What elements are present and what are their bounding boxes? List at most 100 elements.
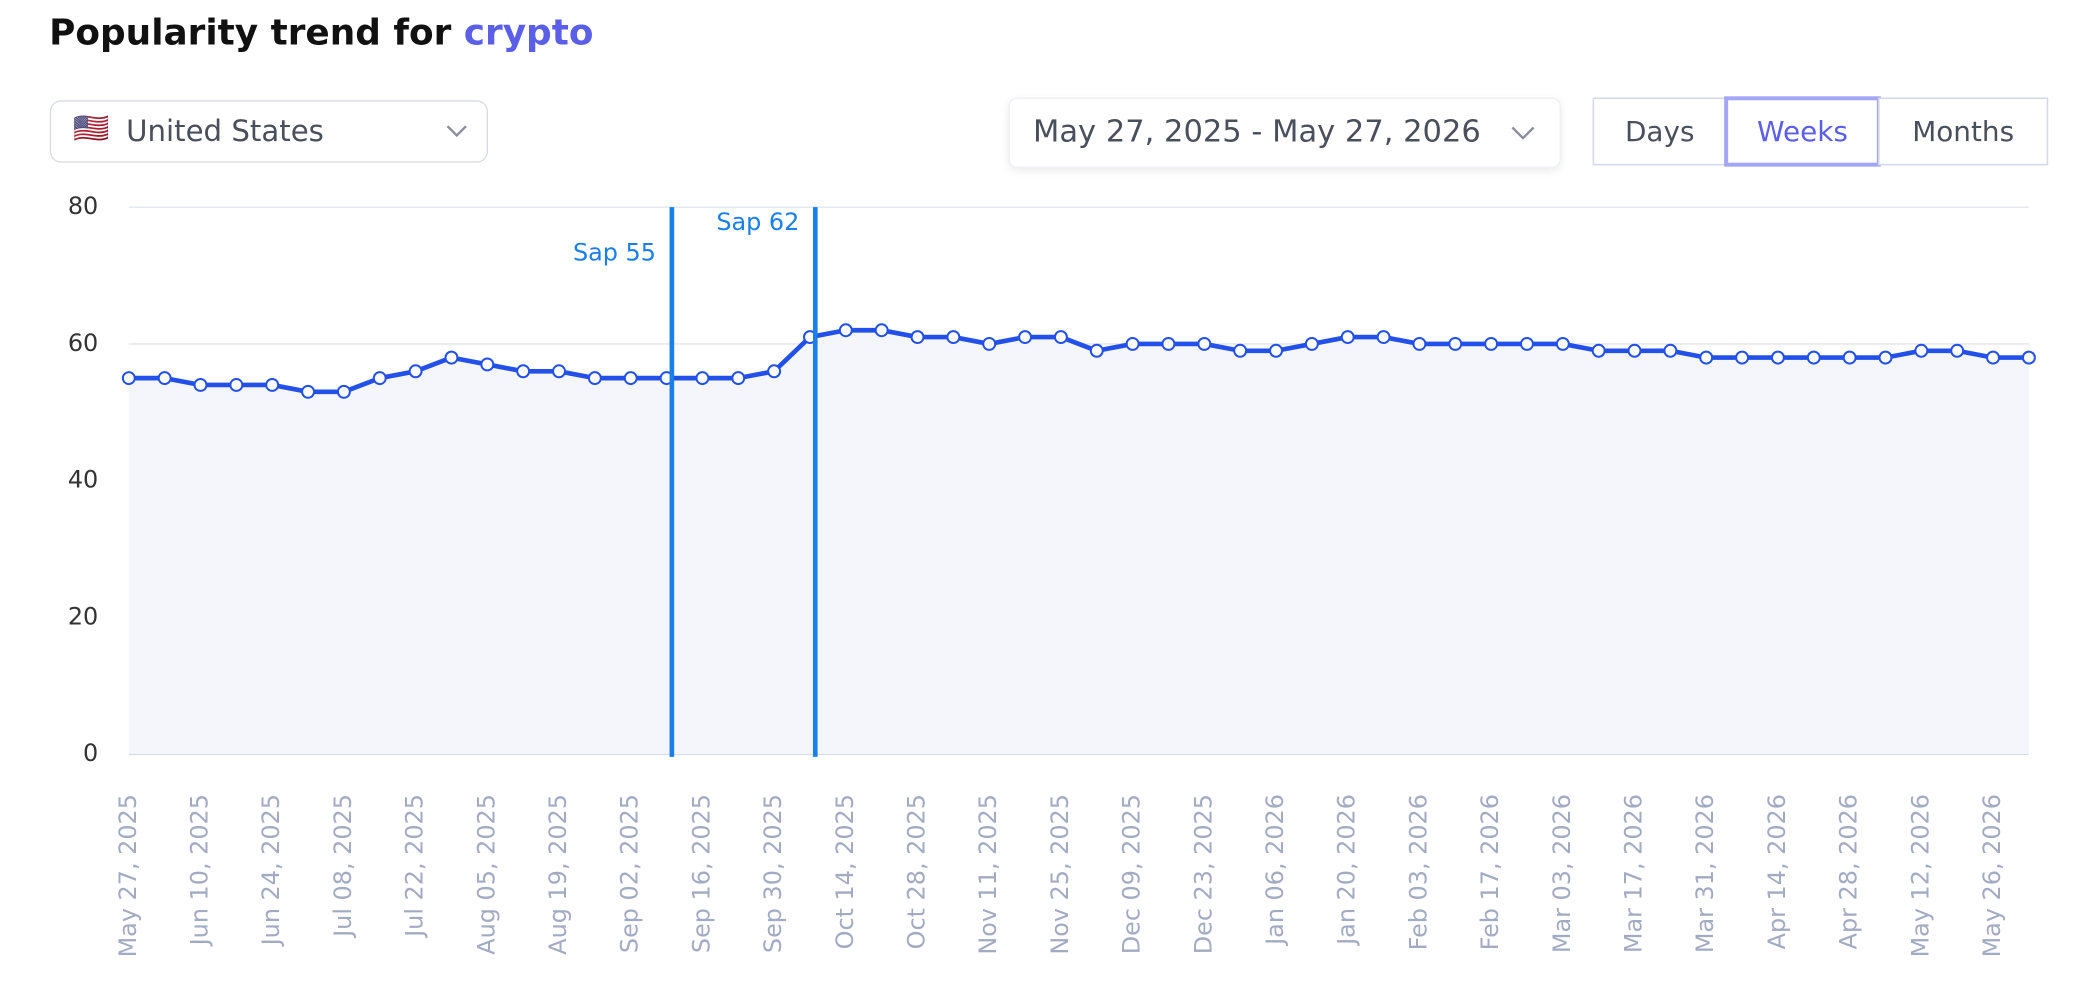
x-tick-label: Nov 11, 2025 <box>974 794 1002 955</box>
point <box>1269 343 1283 358</box>
x-tick-label: Mar 17, 2026 <box>1620 794 1648 953</box>
point <box>1233 343 1248 358</box>
x-tick-label: Jan 20, 2026 <box>1333 794 1361 947</box>
toggle-button[interactable] <box>1724 96 1881 167</box>
point <box>1053 330 1068 345</box>
point <box>1125 336 1140 351</box>
x-tick-label: May 26, 2026 <box>1978 794 2006 957</box>
point <box>1914 343 1929 358</box>
point <box>265 377 280 392</box>
country: United States <box>126 114 324 148</box>
x-tick-label: Dec 09, 2025 <box>1118 794 1146 954</box>
point <box>982 336 997 351</box>
point <box>1197 336 1212 351</box>
x-tick-label: Feb 17, 2026 <box>1476 794 1504 950</box>
point <box>157 371 172 386</box>
point <box>1735 350 1750 365</box>
point <box>1520 336 1534 351</box>
flag: 🇺🇸 <box>73 111 109 145</box>
point <box>444 350 459 365</box>
point <box>767 364 782 379</box>
x-tick-label: Sep 30, 2025 <box>759 794 787 953</box>
x-tick-label: Mar 31, 2026 <box>1691 794 1719 953</box>
select-box[interactable] <box>49 100 488 163</box>
chevron <box>446 125 467 138</box>
y-tick-label: 40 <box>68 466 98 494</box>
point <box>1878 350 1893 365</box>
point <box>408 364 423 379</box>
x-tick-label: Jul 08, 2025 <box>329 794 357 939</box>
point <box>121 371 136 386</box>
point <box>480 357 495 372</box>
point <box>1806 350 1821 365</box>
toggle-label: Days <box>1625 115 1695 148</box>
x-tick-label: Oct 14, 2025 <box>831 794 859 949</box>
point <box>1340 330 1355 345</box>
annotation-label: Sap 62 <box>716 208 799 236</box>
point <box>1376 330 1391 345</box>
x-tick-label: Apr 14, 2026 <box>1763 794 1791 949</box>
x-tick-label: Jul 22, 2025 <box>401 794 429 939</box>
toggle-button[interactable] <box>1592 97 1727 166</box>
point <box>695 371 710 386</box>
point <box>910 330 925 345</box>
title-text: Popularity trend for <box>49 13 464 54</box>
toggle-label: Weeks <box>1757 115 1848 148</box>
point <box>1950 343 1965 358</box>
x-tick-label: Sep 02, 2025 <box>616 794 644 953</box>
point <box>1770 350 1785 365</box>
point <box>336 384 351 399</box>
point <box>301 384 316 399</box>
toggle-button[interactable] <box>1878 97 2049 166</box>
point <box>1699 350 1714 365</box>
toggle-label: Months <box>1912 115 2014 148</box>
point <box>1591 343 1606 358</box>
x-tick-label: Jun 10, 2025 <box>185 794 213 947</box>
y-tick-label: 20 <box>68 602 98 630</box>
point <box>587 371 602 386</box>
x-tick-label: Nov 25, 2025 <box>1046 794 1074 955</box>
point <box>623 371 638 386</box>
point <box>552 364 566 379</box>
x-tick-label: Apr 28, 2026 <box>1835 794 1863 949</box>
date-box[interactable] <box>1008 97 1561 168</box>
point <box>516 364 531 379</box>
point <box>1663 343 1678 358</box>
point <box>1018 330 1033 345</box>
area <box>128 330 2029 755</box>
point <box>2021 350 2036 365</box>
y-tick-label: 80 <box>68 192 98 220</box>
y-tick-label: 0 <box>83 739 98 767</box>
x-tick-label: Feb 03, 2026 <box>1404 794 1432 950</box>
x-tick-label: Aug 19, 2025 <box>544 794 572 955</box>
chevron <box>1511 126 1535 140</box>
point <box>1448 336 1463 351</box>
y-tick-label: 60 <box>68 329 98 357</box>
date-select[interactable]: May 27, 2025 - May 27, 2026 <box>1008 97 1561 168</box>
x-tick-label: Jan 06, 2026 <box>1261 794 1289 947</box>
point <box>1412 336 1427 351</box>
point <box>1089 343 1104 358</box>
point <box>1304 336 1319 351</box>
point <box>229 377 244 392</box>
point <box>372 371 387 386</box>
x-tick-label: May 12, 2026 <box>1906 794 1934 957</box>
point <box>946 330 961 345</box>
point <box>874 323 889 338</box>
point <box>1842 350 1857 365</box>
country-select[interactable]: 🇺🇸 United States <box>49 100 488 163</box>
title: Popularity trend for crypto <box>49 13 593 54</box>
point <box>1986 350 2001 365</box>
date-range: May 27, 2025 - May 27, 2026 <box>1033 114 1481 149</box>
point <box>193 377 208 392</box>
point <box>1161 336 1176 351</box>
x-tick-label: May 27, 2025 <box>114 794 142 957</box>
x-tick-label: Oct 28, 2025 <box>903 794 931 949</box>
x-tick-label: Jun 24, 2025 <box>257 794 285 947</box>
x-tick-label: Sep 16, 2025 <box>687 794 715 953</box>
point <box>731 371 746 386</box>
x-tick-label: Dec 23, 2025 <box>1189 794 1217 954</box>
point <box>1555 336 1570 351</box>
